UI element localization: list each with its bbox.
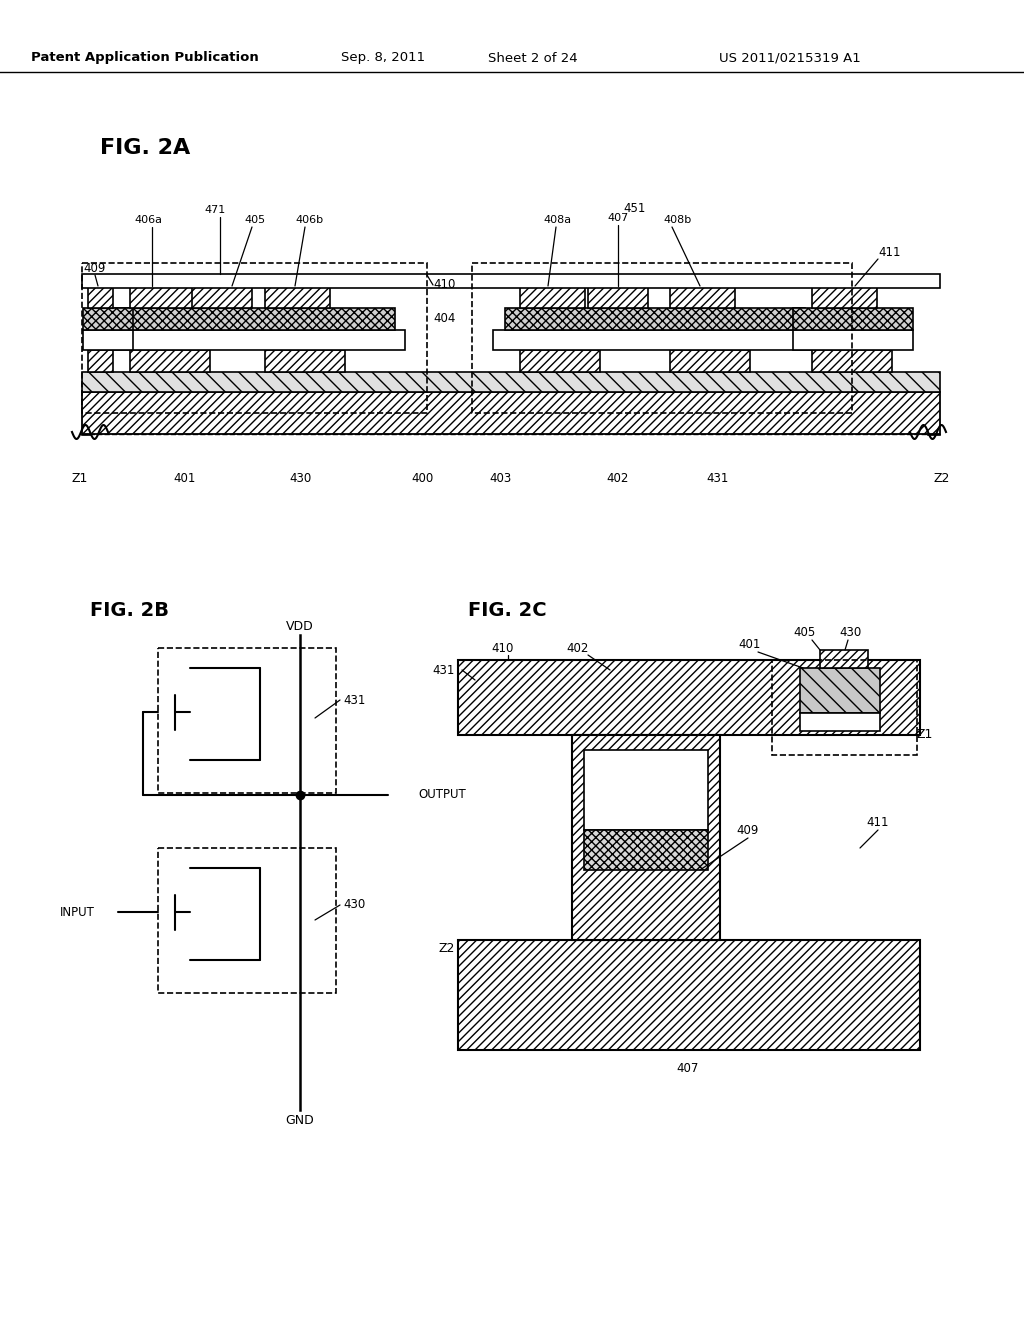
- Text: 430: 430: [344, 899, 367, 912]
- Text: 401: 401: [738, 639, 761, 652]
- Text: 406a: 406a: [134, 215, 162, 224]
- Text: 407: 407: [677, 1061, 699, 1074]
- Bar: [105, 330, 406, 350]
- Bar: [670, 350, 750, 372]
- Text: 431: 431: [707, 471, 729, 484]
- Text: US 2011/0215319 A1: US 2011/0215319 A1: [719, 51, 861, 65]
- Text: 401: 401: [174, 471, 197, 484]
- Text: 451: 451: [624, 202, 646, 214]
- Bar: [115, 308, 395, 330]
- Text: 408b: 408b: [664, 215, 692, 224]
- Text: 431: 431: [432, 664, 455, 676]
- Bar: [193, 286, 252, 308]
- Bar: [88, 286, 113, 308]
- Text: 430: 430: [839, 627, 861, 639]
- Text: FIG. 2C: FIG. 2C: [468, 601, 547, 619]
- Bar: [670, 286, 735, 308]
- Bar: [520, 286, 585, 308]
- Text: 408a: 408a: [544, 215, 572, 224]
- Text: Z2: Z2: [438, 941, 455, 954]
- Text: 402: 402: [607, 471, 629, 484]
- Text: FIG. 2B: FIG. 2B: [90, 601, 169, 619]
- Bar: [800, 713, 880, 731]
- Text: 405: 405: [245, 215, 265, 224]
- Text: Sep. 8, 2011: Sep. 8, 2011: [341, 51, 425, 65]
- Text: 411: 411: [879, 246, 901, 259]
- Bar: [265, 286, 330, 308]
- Bar: [82, 275, 940, 288]
- Text: 410: 410: [434, 279, 456, 292]
- Text: 402: 402: [567, 642, 589, 655]
- Text: 407: 407: [607, 213, 629, 223]
- Bar: [83, 308, 133, 330]
- Bar: [772, 660, 918, 755]
- Bar: [82, 263, 427, 413]
- Bar: [82, 372, 940, 392]
- Text: 404: 404: [434, 312, 456, 325]
- Bar: [800, 668, 880, 713]
- Text: Patent Application Publication: Patent Application Publication: [31, 51, 259, 65]
- Bar: [820, 649, 868, 668]
- Bar: [520, 350, 600, 372]
- Bar: [82, 392, 940, 434]
- Text: 409: 409: [84, 261, 106, 275]
- Text: 471: 471: [205, 205, 225, 215]
- Text: FIG. 2A: FIG. 2A: [100, 139, 190, 158]
- Bar: [812, 350, 892, 372]
- Text: 431: 431: [344, 693, 367, 706]
- Text: VDD: VDD: [286, 619, 314, 632]
- Bar: [812, 286, 877, 308]
- Text: Z1: Z1: [72, 471, 88, 484]
- Text: 405: 405: [794, 627, 816, 639]
- Text: Z2: Z2: [934, 471, 950, 484]
- Bar: [472, 263, 852, 413]
- Bar: [458, 940, 920, 1049]
- Text: 411: 411: [866, 816, 889, 829]
- Text: INPUT: INPUT: [60, 906, 95, 919]
- Bar: [458, 660, 920, 735]
- Text: OUTPUT: OUTPUT: [418, 788, 466, 801]
- Text: 406b: 406b: [296, 215, 324, 224]
- Bar: [793, 330, 913, 350]
- Text: 403: 403: [488, 471, 511, 484]
- Text: 430: 430: [289, 471, 311, 484]
- Text: Z1: Z1: [916, 729, 933, 742]
- Bar: [158, 847, 336, 993]
- Bar: [265, 350, 345, 372]
- Text: 400: 400: [411, 471, 433, 484]
- Bar: [505, 308, 805, 330]
- Bar: [588, 286, 648, 308]
- Bar: [130, 350, 210, 372]
- Bar: [572, 735, 720, 940]
- Bar: [88, 350, 113, 372]
- Bar: [584, 830, 708, 870]
- Bar: [83, 330, 133, 350]
- Bar: [793, 308, 913, 330]
- Bar: [130, 286, 195, 308]
- Bar: [493, 330, 813, 350]
- Text: Sheet 2 of 24: Sheet 2 of 24: [488, 51, 578, 65]
- Text: 409: 409: [737, 824, 759, 837]
- Text: GND: GND: [286, 1114, 314, 1126]
- Bar: [584, 750, 708, 830]
- Bar: [158, 648, 336, 793]
- Text: 410: 410: [492, 642, 514, 655]
